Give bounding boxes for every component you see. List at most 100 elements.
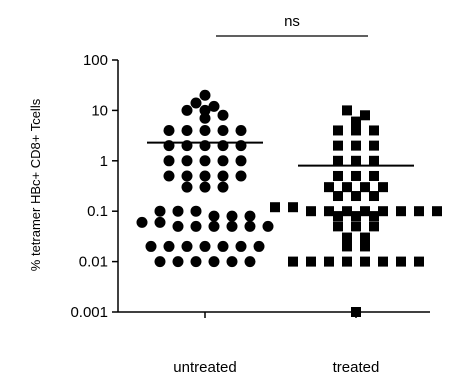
data-point-treated [342,105,352,116]
data-point-untreated [181,170,193,182]
data-point-treated [351,211,361,222]
data-point-treated [351,307,361,317]
data-point-treated [351,140,361,151]
data-point-untreated [244,256,256,268]
data-point-untreated [208,100,220,112]
data-point-treated [369,155,379,166]
data-point-treated [333,155,343,166]
data-point-treated [360,110,370,121]
data-point-treated [306,206,316,217]
data-point-untreated [163,155,175,167]
data-point-treated [369,221,379,232]
x-category-label: untreated [173,359,236,376]
data-point-treated [324,256,334,267]
data-point-treated [351,221,361,232]
data-point-treated [333,170,343,181]
data-point-treated [324,206,334,217]
data-point-untreated [181,124,193,136]
data-point-untreated [235,170,247,182]
data-point-untreated [217,181,229,193]
data-point-untreated [136,216,148,228]
data-point-untreated [199,170,211,182]
data-point-treated [288,202,298,213]
x-category-label: treated [333,359,380,376]
data-point-untreated [217,240,229,252]
data-point-untreated [217,170,229,182]
data-point-treated [333,221,343,232]
data-point-treated [342,232,352,243]
y-tick-label: 100 [83,52,108,69]
data-point-untreated [145,240,157,252]
data-point-untreated [172,256,184,268]
data-point-untreated [217,109,229,121]
data-point-untreated [199,155,211,167]
data-point-untreated [208,210,220,222]
data-point-treated [378,182,388,193]
data-point-treated [342,241,352,252]
data-point-untreated [190,97,202,109]
y-tick-label: 1 [100,153,108,170]
data-point-treated [414,206,424,217]
data-point-untreated [244,210,256,222]
data-point-untreated [190,220,202,232]
data-point-untreated [217,155,229,167]
data-point-treated [369,211,379,222]
data-point-untreated [262,220,274,232]
data-point-treated [333,211,343,222]
data-point-treated [351,125,361,136]
data-point-untreated [190,256,202,268]
data-point-treated [342,256,352,267]
data-point-treated [360,232,370,243]
data-point-untreated [199,240,211,252]
data-point-untreated [154,216,166,228]
data-point-treated [360,256,370,267]
data-point-treated [351,191,361,202]
data-point-untreated [199,181,211,193]
data-point-treated [333,191,343,202]
data-point-treated [270,202,280,213]
data-point-untreated [208,220,220,232]
data-point-treated [342,182,352,193]
data-point-untreated [226,256,238,268]
data-point-untreated [235,124,247,136]
data-point-untreated [163,124,175,136]
data-point-untreated [199,89,211,101]
data-point-untreated [208,256,220,268]
data-point-treated [342,206,352,217]
data-point-treated [351,170,361,181]
data-point-untreated [163,240,175,252]
data-point-untreated [244,220,256,232]
y-tick-label: 0.1 [87,203,108,220]
data-point-treated [360,182,370,193]
data-point-untreated [199,104,211,116]
y-axis-title: % tetramer HBc+ CD8+ Tcells [28,98,43,271]
data-point-untreated [181,155,193,167]
data-point-untreated [226,220,238,232]
data-point-treated [369,191,379,202]
data-point-untreated [226,210,238,222]
data-point-untreated [163,170,175,182]
data-point-untreated [181,104,193,116]
data-point-untreated [235,155,247,167]
data-point-treated [369,125,379,136]
data-point-treated [432,206,442,217]
data-point-treated [396,206,406,217]
y-tick-label: 0.001 [70,304,108,321]
data-point-treated [360,241,370,252]
data-point-untreated [181,181,193,193]
data-point-untreated [199,124,211,136]
data-point-untreated [190,205,202,217]
y-tick-label: 10 [91,102,108,119]
y-tick-label: 0.01 [79,254,108,271]
data-point-treated [351,116,361,127]
data-point-treated [396,256,406,267]
data-point-untreated [154,256,166,268]
data-point-treated [369,140,379,151]
data-point-treated [288,256,298,267]
data-point-treated [369,170,379,181]
significance-label: ns [284,13,300,30]
data-point-untreated [217,124,229,136]
data-point-treated [333,140,343,151]
data-point-untreated [199,112,211,124]
